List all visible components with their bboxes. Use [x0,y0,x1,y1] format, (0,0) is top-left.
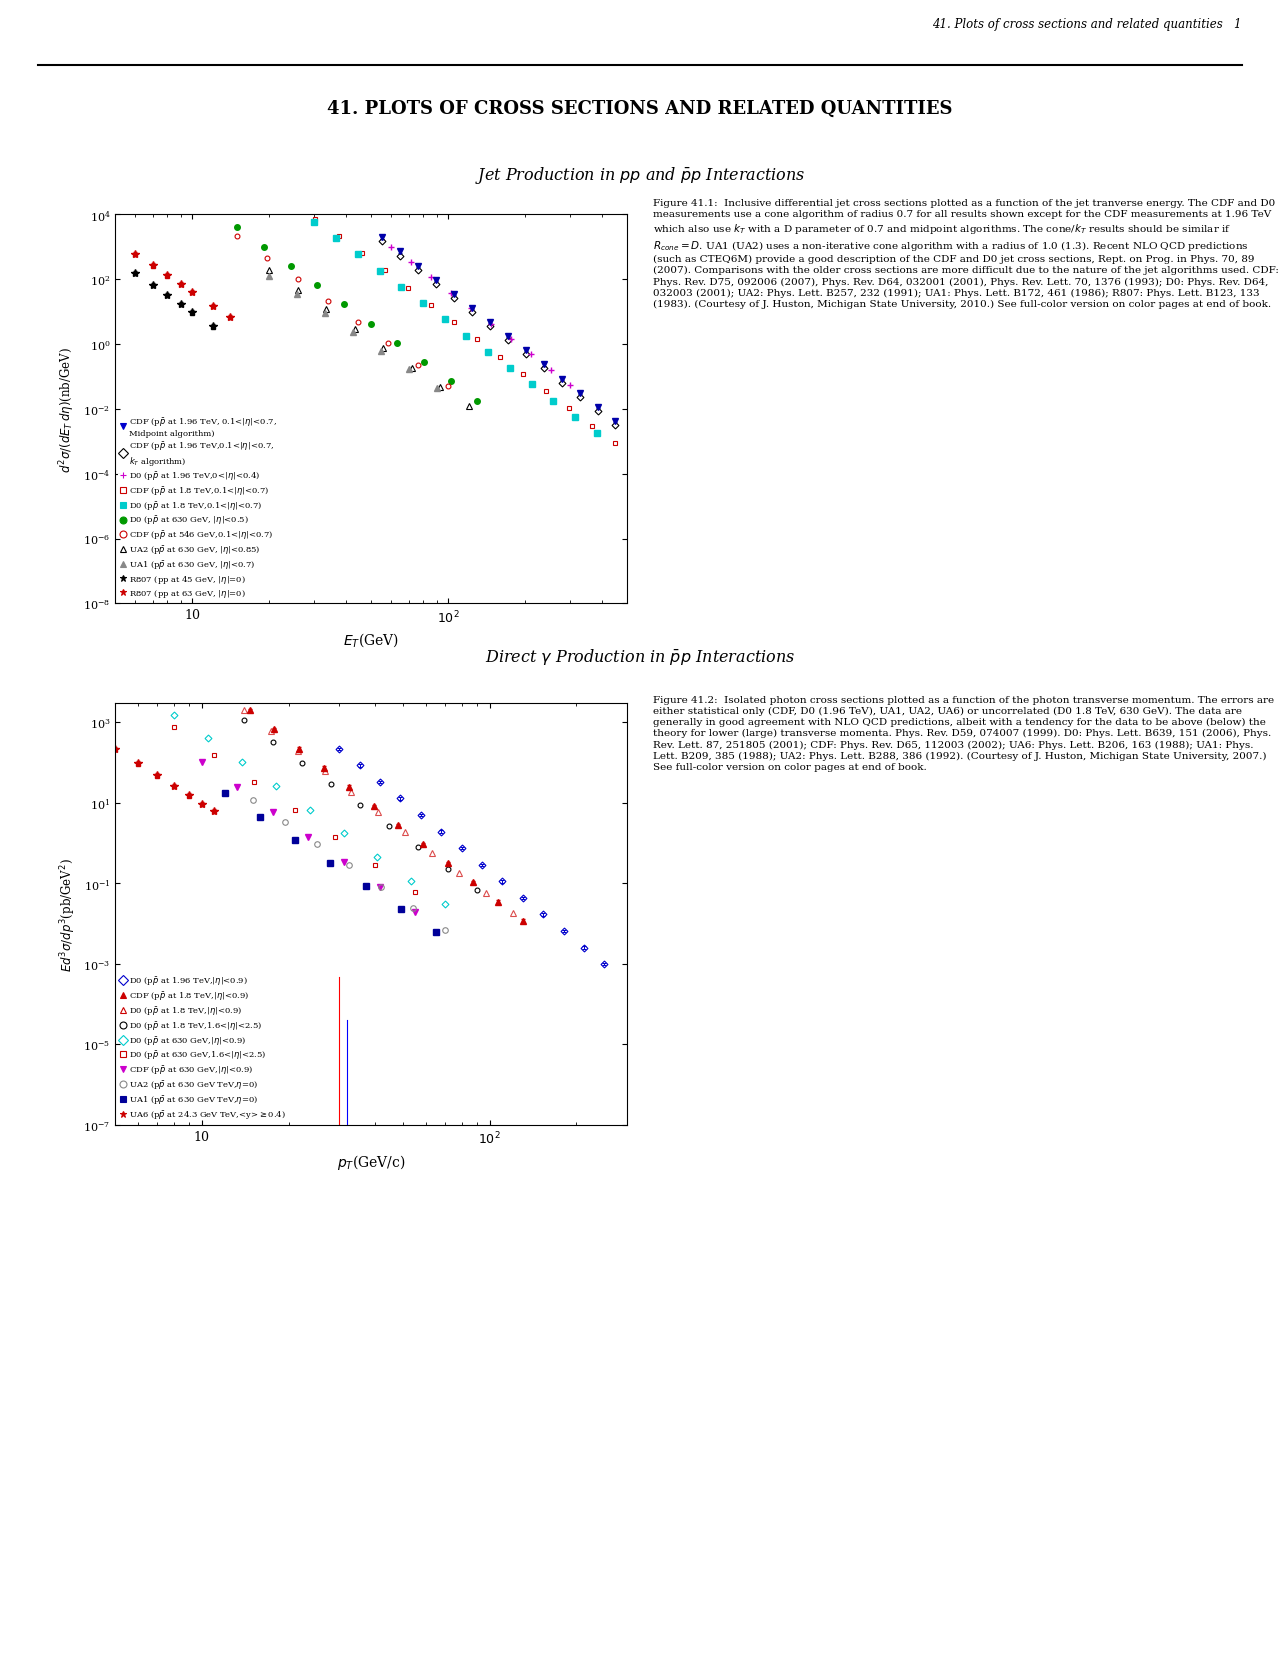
X-axis label: $E_T$(GeV): $E_T$(GeV) [343,631,399,649]
Text: 41. PLOTS OF CROSS SECTIONS AND RELATED QUANTITIES: 41. PLOTS OF CROSS SECTIONS AND RELATED … [328,101,952,118]
Legend: CDF (p$\bar{p}$ at 1.96 TeV, 0.1<|$\eta$|<0.7,
Midpoint algorithm), CDF (p$\bar{: CDF (p$\bar{p}$ at 1.96 TeV, 0.1<|$\eta$… [118,414,279,601]
Y-axis label: $Ed^3\sigma/dp^3$(pb/GeV$^2$): $Ed^3\sigma/dp^3$(pb/GeV$^2$) [58,857,78,971]
Text: Figure 41.1:  Inclusive differential jet cross sections plotted as a function of: Figure 41.1: Inclusive differential jet … [653,199,1279,309]
Text: 41. Plots of cross sections and related quantities   1: 41. Plots of cross sections and related … [932,18,1242,31]
Legend: D0 (p$\bar{p}$ at 1.96 TeV,|$\eta$|<0.9), CDF (p$\bar{p}$ at 1.8 TeV,|$\eta$|<0.: D0 (p$\bar{p}$ at 1.96 TeV,|$\eta$|<0.9)… [118,973,288,1122]
Text: Direct $\gamma$ Production in $\bar{p}p$ Interactions: Direct $\gamma$ Production in $\bar{p}p$… [485,647,795,667]
Text: Figure 41.2:  Isolated photon cross sections plotted as a function of the photon: Figure 41.2: Isolated photon cross secti… [653,695,1274,771]
Text: Jet Production in $pp$ and $\bar{p}p$ Interactions: Jet Production in $pp$ and $\bar{p}p$ In… [475,166,805,185]
Y-axis label: $d^2\sigma/(dE_T\,d\eta)$(nb/GeV): $d^2\sigma/(dE_T\,d\eta)$(nb/GeV) [58,346,78,473]
X-axis label: $p_T$(GeV/c): $p_T$(GeV/c) [337,1152,406,1172]
